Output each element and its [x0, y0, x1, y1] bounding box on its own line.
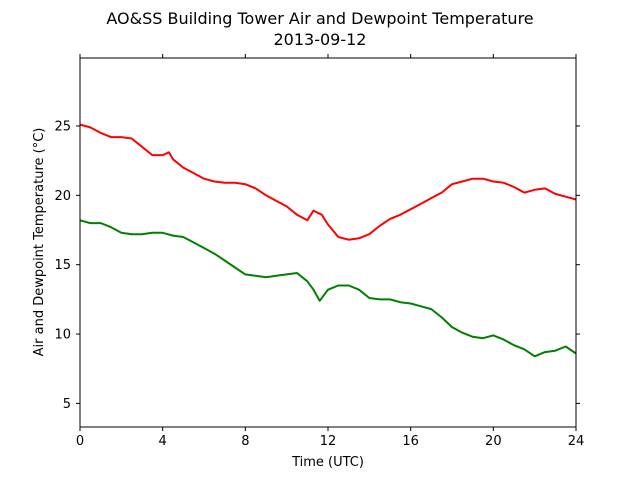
y-tick-label: 15 [54, 258, 71, 273]
plot-lines [79, 123, 577, 358]
series-line-1 [79, 219, 577, 358]
y-tick-label: 20 [54, 189, 71, 204]
y-tick-label: 25 [54, 119, 71, 134]
chart-title: AO&SS Building Tower Air and Dewpoint Te… [106, 9, 533, 28]
x-tick-label: 0 [76, 434, 84, 449]
y-tick-label: 10 [54, 328, 71, 343]
x-axis-label: Time (UTC) [291, 455, 364, 470]
x-tick-label: 20 [485, 434, 502, 449]
y-tick-label: 5 [63, 397, 71, 412]
x-tick-label: 12 [320, 434, 337, 449]
x-tick-label: 24 [568, 434, 585, 449]
series-line-0 [79, 123, 577, 241]
x-axis: 0 4 8 12 16 20 24 [76, 54, 584, 449]
chart-subtitle: 2013-09-12 [274, 30, 367, 49]
x-tick-label: 8 [241, 434, 249, 449]
x-tick-label: 4 [159, 434, 167, 449]
plot-frame [79, 57, 577, 428]
y-axis-label: Air and Dewpoint Temperature (°C) [32, 128, 47, 357]
y-axis: 5 10 15 20 25 [54, 119, 580, 412]
x-tick-label: 16 [402, 434, 419, 449]
